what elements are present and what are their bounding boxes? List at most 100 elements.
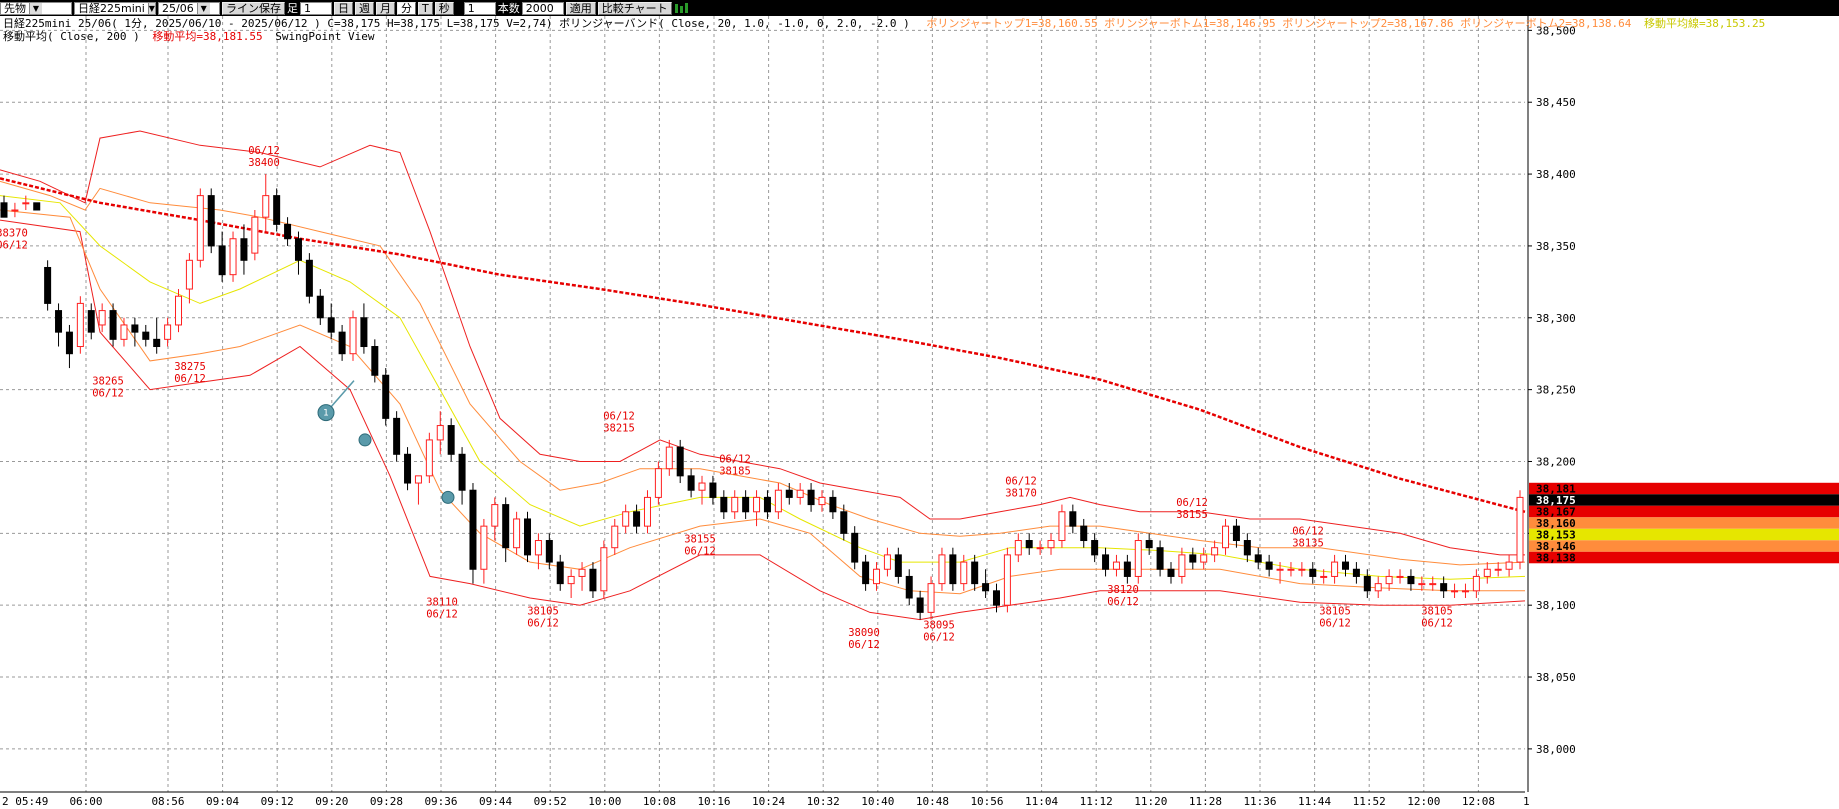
candle-body — [883, 554, 891, 570]
candle-body — [1025, 540, 1033, 549]
candle-body — [753, 496, 761, 513]
candle-body — [349, 317, 357, 355]
candle-body — [1145, 540, 1153, 549]
x-tick-label: 10:16 — [697, 795, 730, 808]
candle-body — [76, 302, 84, 348]
candle-body — [469, 489, 477, 570]
swing-label-text: 38170 — [1005, 487, 1037, 499]
candle-body — [1352, 568, 1360, 577]
interval-tick-button[interactable]: T — [418, 1, 433, 15]
x-tick-label: 10:08 — [643, 795, 676, 808]
x-tick-label: 09:44 — [479, 795, 512, 808]
candle-body — [65, 331, 73, 355]
candle-body — [251, 216, 259, 254]
header-line2: 移動平均( Close, 200 ) 移動平均=38,181.55 SwingP… — [3, 29, 375, 43]
candle-body — [513, 518, 521, 549]
price-badge-value: 38,138 — [1536, 551, 1576, 564]
candle-body — [33, 202, 41, 211]
candle-body — [1080, 525, 1088, 542]
chevron-down-icon[interactable]: ▼ — [147, 2, 155, 14]
candle-body — [1014, 540, 1022, 556]
interval-day-button[interactable]: 日 — [334, 1, 353, 15]
swing-label-text: 38120 — [1107, 584, 1139, 596]
candle-body — [240, 238, 248, 261]
x-tick-label: 08:56 — [151, 795, 184, 808]
interval-month-button[interactable]: 月 — [376, 1, 395, 15]
price-badge-value: 38,160 — [1536, 517, 1576, 530]
interval-second-button[interactable]: 秒 — [434, 1, 454, 15]
price-badge-value: 38,146 — [1536, 540, 1576, 553]
price-badge-bg — [1529, 482, 1839, 495]
candle-body — [731, 496, 739, 513]
candle-body — [1243, 540, 1251, 556]
symbol-select[interactable]: 日経225mini ▼ — [74, 1, 156, 15]
period-input[interactable]: 1 — [300, 1, 332, 15]
candle-body — [654, 468, 662, 498]
candle-body — [1341, 561, 1349, 570]
candle-body — [687, 475, 695, 491]
candle-body — [982, 583, 990, 592]
contract-select[interactable]: 25/06 ▼ — [158, 1, 220, 15]
x-tick-label: 10:00 — [588, 795, 621, 808]
candle-body — [1134, 540, 1142, 577]
candle-body — [284, 223, 292, 240]
candle-body — [371, 346, 379, 376]
candle-body — [1047, 540, 1055, 549]
candlestick-chart[interactable]: 1 3837006/123826506/123827506/1206/12384… — [0, 16, 1839, 809]
candle-body — [1112, 561, 1120, 570]
chevron-down-icon[interactable]: ▼ — [29, 2, 42, 14]
candle-body — [382, 374, 390, 419]
candle-body — [458, 453, 466, 491]
swing-label-text: 06/12 — [426, 609, 458, 621]
interval-week-button[interactable]: 週 — [355, 1, 374, 15]
x-tick-label: 10:48 — [916, 795, 949, 808]
swing-label-text: 06/12 — [527, 617, 559, 629]
candle-body — [1189, 554, 1197, 563]
swing-label-text: 06/12 — [1107, 596, 1139, 608]
candle-body — [567, 575, 575, 585]
candle-body — [960, 561, 968, 585]
candle-body — [1472, 575, 1480, 592]
candle-body — [120, 324, 128, 340]
candle-body — [305, 259, 313, 297]
price-badge-value: 38,153 — [1536, 528, 1576, 541]
swing-label-text: 06/12 — [1319, 617, 1351, 629]
candle-body — [709, 482, 717, 498]
boll-top2 — [0, 130, 1525, 556]
market-value: 先物 — [4, 2, 26, 15]
save-line-button[interactable]: ライン保存 — [222, 1, 285, 15]
swing-label-text: 06/12 — [92, 387, 124, 399]
candle-body — [578, 568, 586, 577]
x-tick-label: 11:20 — [1134, 795, 1167, 808]
x-tick-label: 09:04 — [206, 795, 239, 808]
swing-label-text: 06/12 — [684, 545, 716, 557]
apply-button[interactable]: 適用 — [565, 1, 596, 15]
price-badge-value: 38,167 — [1536, 505, 1576, 518]
swing-label-text: 06/12 — [923, 632, 955, 644]
candle-body — [393, 417, 401, 455]
candle-body — [1003, 554, 1011, 606]
candle-body — [1178, 554, 1186, 577]
candle-body — [534, 540, 542, 556]
boll-top1 — [0, 180, 1526, 566]
count-input[interactable]: 1 — [463, 1, 496, 15]
swing-labels: 3837006/123826506/123827506/1206/1238400… — [0, 145, 1453, 651]
toolbar: 先物 ▼ 日経225mini ▼ 25/06 ▼ ライン保存 足 1 日 週 月 分 … — [0, 0, 1839, 16]
interval-minute-button[interactable]: 分 — [397, 1, 416, 15]
candle-body — [851, 532, 859, 563]
candle-body — [262, 195, 270, 218]
bars-input[interactable]: 2000 — [521, 1, 564, 15]
header-ma200-value: 移動平均=38,181.55 — [152, 29, 262, 43]
chart-settings-icon[interactable] — [674, 2, 692, 15]
market-select[interactable]: 先物 ▼ — [0, 1, 72, 15]
y-tick-label: 38,450 — [1536, 96, 1576, 109]
swing-label-text: 06/12 — [1005, 475, 1037, 487]
candle-body — [720, 496, 728, 513]
compare-chart-button[interactable]: 比較チャート — [597, 1, 672, 15]
chevron-down-icon[interactable]: ▼ — [196, 2, 210, 14]
candle-body — [1363, 575, 1371, 592]
candle-body — [1298, 568, 1306, 571]
header-ma: 移動平均線=38,153.25 — [1644, 16, 1765, 30]
candle-body — [153, 338, 161, 348]
candle-body — [1483, 568, 1491, 577]
